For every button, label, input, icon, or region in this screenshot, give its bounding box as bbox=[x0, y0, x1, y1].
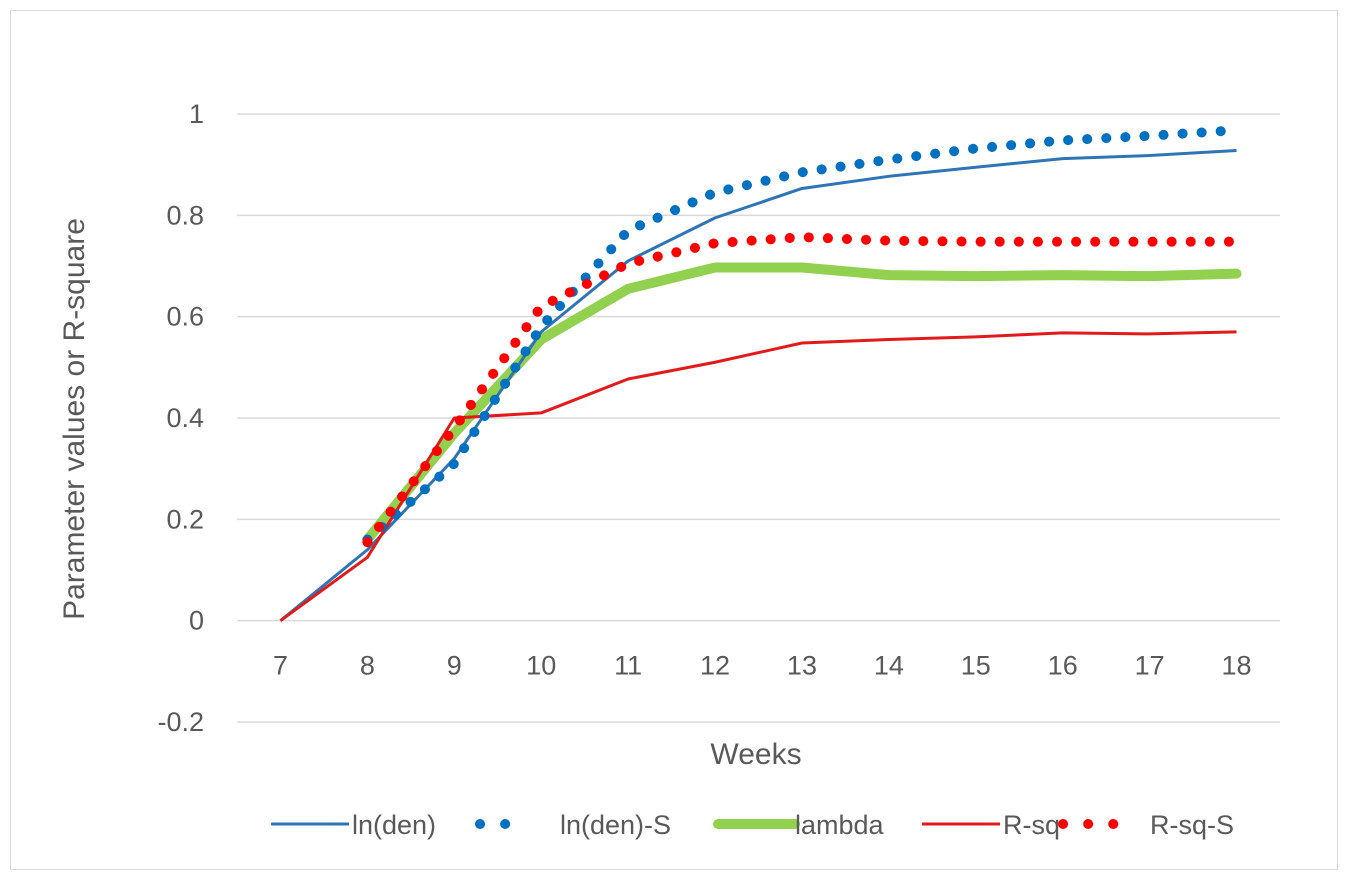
chart-frame bbox=[10, 10, 1338, 870]
x-axis-title: Weeks bbox=[710, 738, 801, 771]
y-tick-label: -0.2 bbox=[157, 707, 204, 737]
series-line-ln-den bbox=[279, 148, 1237, 622]
legend-label: ln(den)-S bbox=[560, 810, 671, 840]
x-tick-label: 10 bbox=[526, 651, 556, 681]
x-tick-labels: 7 8 9 10 11 12 13 14 15 16 17 18 bbox=[273, 651, 1252, 681]
x-tick-label: 11 bbox=[614, 651, 642, 681]
x-tick-label: 16 bbox=[1048, 651, 1078, 681]
x-tick-label: 13 bbox=[787, 651, 817, 681]
series-line-r-sq bbox=[279, 330, 1237, 622]
gridlines bbox=[237, 113, 1280, 723]
legend: ln(den) ln(den)-S lambda R-sq R-sq-S bbox=[271, 810, 1234, 840]
x-tick-label: 7 bbox=[273, 651, 288, 681]
y-tick-label: 0.4 bbox=[166, 403, 204, 433]
x-tick-label: 14 bbox=[874, 651, 904, 681]
x-tick-label: 9 bbox=[447, 651, 462, 681]
x-tick-label: 12 bbox=[700, 651, 730, 681]
y-axis-title: Parameter values or R-square bbox=[58, 218, 91, 620]
legend-label: R-sq bbox=[1003, 810, 1060, 840]
x-tick-label: 17 bbox=[1135, 651, 1165, 681]
y-tick-label: 0.8 bbox=[166, 200, 204, 230]
y-tick-label: 1 bbox=[189, 99, 204, 129]
legend-label: R-sq-S bbox=[1150, 810, 1234, 840]
series-line-r-sq-s bbox=[362, 232, 1242, 548]
y-tick-labels: -0.2 0 0.2 0.4 0.6 0.8 1 bbox=[157, 99, 204, 737]
x-tick-label: 18 bbox=[1222, 651, 1252, 681]
x-tick-label: 8 bbox=[360, 651, 375, 681]
series-lines bbox=[279, 125, 1242, 622]
legend-label: ln(den) bbox=[352, 810, 436, 840]
series-line-ln-den-s bbox=[362, 125, 1242, 545]
y-tick-label: 0 bbox=[189, 606, 204, 636]
y-tick-label: 0.2 bbox=[166, 504, 204, 534]
y-tick-label: 0.6 bbox=[166, 302, 204, 332]
x-tick-label: 15 bbox=[961, 651, 991, 681]
legend-label: lambda bbox=[795, 810, 885, 840]
